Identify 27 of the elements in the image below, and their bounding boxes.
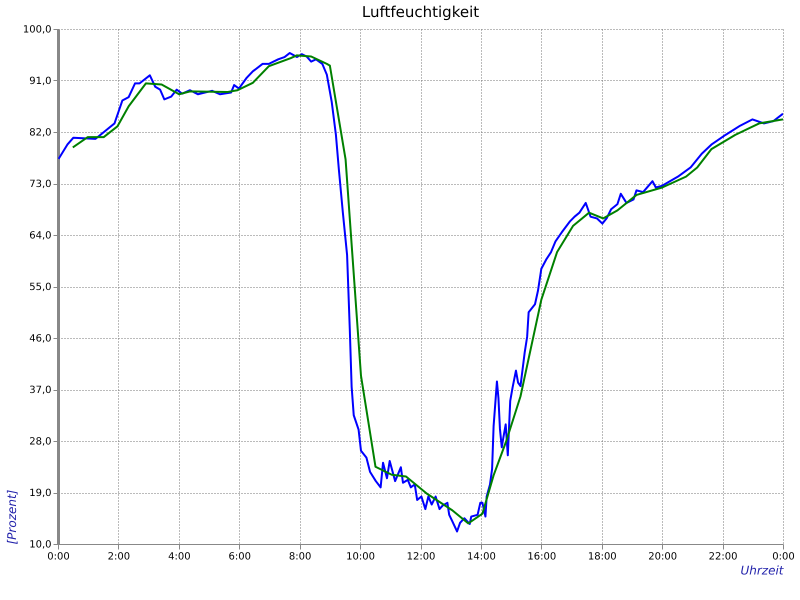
x-tick-label: 8:00: [288, 552, 312, 562]
x-axis-title: Uhrzeit: [740, 564, 785, 578]
x-tick-label: 14:00: [467, 552, 496, 562]
y-tick-label: 82,0: [29, 128, 52, 138]
y-tick-label: 46,0: [29, 334, 52, 344]
y-tick-label: 91,0: [29, 76, 52, 87]
x-tick-label: 12:00: [406, 552, 436, 562]
x-tick-label: 16:00: [527, 552, 556, 562]
x-tick-label: 6:00: [228, 552, 251, 562]
x-tick-label: 0:00: [772, 552, 795, 562]
x-tick-label: 4:00: [168, 552, 191, 562]
x-tick-label: 10:00: [346, 552, 375, 562]
y-tick-label: 64,0: [29, 230, 52, 242]
x-tick-label: 2:00: [108, 552, 130, 562]
y-tick-label: 73,0: [29, 179, 52, 190]
x-tick-label: 22:00: [708, 552, 738, 562]
chart-title: Luftfeuchtigkeit: [362, 3, 480, 21]
x-tick-label: 0:00: [47, 552, 70, 562]
y-tick-label: 28,0: [29, 436, 52, 448]
y-tick-label: 100,0: [22, 24, 52, 36]
y-tick-label: 37,0: [29, 385, 52, 396]
y-tick-label: 19,0: [29, 488, 52, 499]
x-tick-label: 18:00: [588, 552, 617, 562]
y-tick-label: 10,0: [29, 540, 52, 550]
y-tick-label: 55,0: [29, 282, 52, 293]
y-axis-title: [Prozent]: [4, 489, 19, 544]
x-tick-label: 20:00: [648, 552, 678, 562]
